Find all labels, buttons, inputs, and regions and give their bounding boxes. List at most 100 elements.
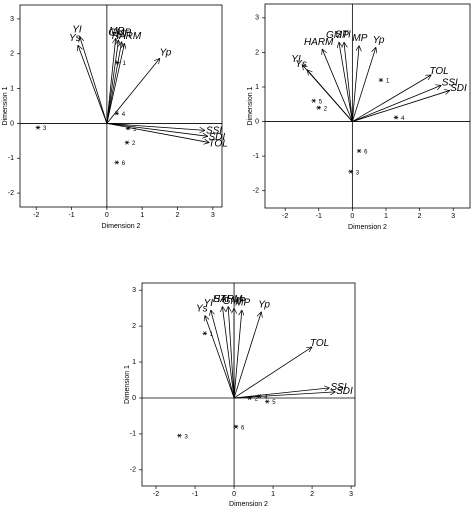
vector-label: GMP [223, 296, 246, 307]
vector-label: Yp [160, 47, 172, 58]
vector-arrow [352, 75, 431, 122]
vector-label: MP [235, 298, 250, 309]
point-marker [257, 394, 262, 399]
vector-arrow [233, 312, 261, 399]
x-axis-title: Dimension 2 [229, 501, 268, 508]
vector-label: MP [352, 33, 367, 44]
point-label: 5 [319, 99, 323, 105]
vector-arrow [352, 90, 449, 122]
point-marker [125, 126, 131, 131]
point-label: 3 [356, 170, 360, 176]
y-tick-label: 0 [132, 395, 136, 402]
vector-label: Yp [373, 35, 385, 46]
vector-arrow [352, 85, 441, 122]
vector-label: GMP [326, 30, 349, 41]
vector-label: STI [116, 29, 132, 40]
point-marker [393, 115, 399, 120]
y-tick-label: -2 [130, 467, 136, 474]
point-label: 1 [386, 79, 390, 85]
vector-label: HARM [112, 31, 142, 42]
vector-arrow [233, 310, 242, 399]
point-marker [316, 105, 322, 110]
vector-arrow [106, 123, 205, 130]
vector-label: YI [204, 298, 214, 309]
x-tick-label: 0 [232, 491, 236, 498]
y-tick-label: 3 [132, 287, 136, 294]
point-label: 4 [122, 112, 126, 118]
x-axis-title: Dimension 2 [348, 224, 387, 231]
vector-label: SSI [206, 126, 222, 137]
x-tick-label: 2 [310, 491, 314, 498]
point-marker [35, 125, 41, 130]
panel: -2 -1 0 1 2 3 -2 -1 0 1 2 3 Dimension 2 Dimension 1 Ys… [124, 282, 356, 508]
vector-arrow [307, 70, 353, 122]
vector-arrow [106, 42, 122, 124]
point-label: 6 [122, 161, 126, 167]
point-marker [114, 111, 120, 116]
panel: -2 -1 0 1 2 3 -2 -1 0 1 2 3 Dimension 2 Dimension 1 HA… [247, 3, 471, 231]
x-tick-label: 2 [418, 213, 422, 220]
vector-label: MP [109, 26, 124, 37]
x-tick-label: -2 [282, 213, 288, 220]
x-tick-label: -1 [192, 491, 198, 498]
vector-label: STI [213, 294, 229, 305]
point-label: 4 [264, 395, 268, 401]
vector-label: STI [335, 30, 351, 41]
vector-arrow [339, 42, 353, 122]
vector-arrow [344, 42, 353, 122]
point-label: 2 [255, 397, 259, 403]
y-tick-label: 3 [255, 15, 259, 22]
vector-arrow [205, 315, 235, 399]
vector-label: TOL [208, 138, 227, 149]
vector-arrow [234, 392, 335, 399]
y-tick-label: -2 [253, 188, 259, 195]
point-label: 6 [241, 425, 245, 431]
point-marker [311, 98, 317, 103]
vector-label: Yp [258, 300, 270, 311]
vector-label: Ys [69, 33, 81, 44]
vector-arrow [222, 306, 235, 399]
vector-arrow [78, 45, 108, 124]
x-tick-label: 1 [384, 213, 388, 220]
y-tick-label: -1 [130, 431, 136, 438]
vector-arrow [351, 47, 376, 122]
point-marker [114, 160, 120, 165]
vector-arrow [322, 49, 353, 122]
vector-arrow [211, 310, 235, 399]
y-tick-label: -1 [8, 155, 14, 162]
y-tick-label: -2 [8, 190, 14, 197]
vector-arrow [106, 58, 160, 124]
point-label: 5 [133, 127, 137, 133]
vector-label: GMP [108, 28, 131, 39]
point-marker [115, 60, 120, 65]
point-label: 1 [210, 332, 214, 338]
y-tick-label: 1 [132, 359, 136, 366]
point-marker [356, 148, 362, 153]
point-label: 2 [324, 106, 328, 112]
y-tick-label: 0 [255, 118, 259, 125]
x-tick-label: 2 [176, 212, 180, 219]
x-tick-label: 0 [105, 212, 109, 219]
x-tick-label: 3 [451, 213, 455, 220]
vector-arrow [106, 123, 208, 136]
plot-frame [19, 4, 223, 208]
vector-label: HARM [304, 37, 334, 48]
y-tick-label: -1 [253, 153, 259, 160]
y-axis-title: Dimension 1 [124, 365, 131, 404]
point-marker [233, 424, 239, 429]
x-tick-label: 0 [350, 213, 354, 220]
y-tick-label: 2 [132, 323, 136, 330]
vector-arrow [106, 43, 125, 124]
point-label: 4 [401, 116, 405, 122]
vector-arrow [106, 123, 209, 142]
x-tick-label: -2 [153, 491, 159, 498]
vector-label: HARM [213, 294, 243, 305]
vector-label: SSI [331, 382, 347, 393]
x-tick-label: 3 [349, 491, 353, 498]
y-tick-label: 2 [255, 49, 259, 56]
y-tick-label: 0 [10, 120, 14, 127]
vector-label: SDI [336, 386, 353, 397]
point-marker [378, 78, 384, 83]
vector-label: Ys [295, 59, 307, 70]
